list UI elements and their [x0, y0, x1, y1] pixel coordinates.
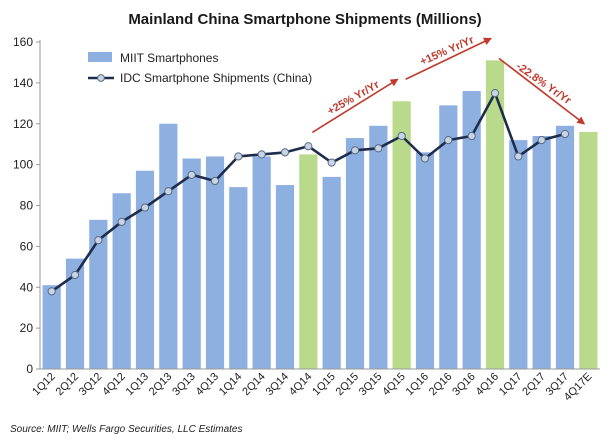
y-tick-label: 120 [13, 117, 33, 131]
annotation-label: +25% Yr/Yr [326, 78, 383, 117]
legend-marker-idc [97, 74, 105, 82]
x-tick-label: 3Q16 [450, 371, 478, 399]
y-tick-label: 160 [13, 35, 33, 49]
x-tick-label: 3Q14 [264, 371, 292, 399]
x-tick-label: 3Q12 [77, 371, 105, 399]
x-tick-label: 2Q17 [520, 371, 548, 399]
idc-point-3Q12 [94, 236, 103, 245]
idc-point-2Q15 [350, 146, 360, 155]
x-tick-label: 2Q16 [427, 371, 455, 399]
x-tick-label: 4Q16 [474, 371, 502, 399]
bar-2Q16 [439, 105, 458, 369]
bar-2Q15 [345, 138, 365, 369]
idc-point-4Q12 [117, 217, 126, 226]
idc-point-3Q17 [560, 129, 570, 139]
annotation-label: +15% Yr/Yr [418, 34, 476, 68]
x-tick-label: 1Q14 [217, 371, 245, 399]
annotation-arrow [311, 78, 399, 134]
source-note: Source: MIIT; Wells Fargo Securities, LL… [10, 424, 242, 435]
x-tick-label: 3Q13 [170, 371, 198, 399]
annotation-label: -22.8% Yr/Yr [514, 60, 574, 107]
legend-label-miit: MIIT Smartphones [120, 51, 218, 65]
bar-2Q17 [532, 136, 551, 369]
legend: MIIT Smartphones IDC Smartphone Shipments… [88, 51, 312, 85]
bar-1Q16 [415, 152, 435, 369]
idc-point-2Q13 [164, 187, 173, 196]
idc-point-1Q12 [47, 287, 56, 296]
x-tick-label: 4Q12 [100, 371, 128, 399]
bar-2Q13 [159, 123, 178, 369]
bar-3Q14 [275, 185, 295, 369]
x-tick-label: 3Q15 [357, 371, 385, 399]
annotation-arrow [405, 37, 492, 80]
idc-point-1Q14 [234, 152, 243, 161]
idc-point-3Q16 [467, 131, 476, 141]
y-tick-label: 80 [20, 199, 34, 213]
bar-4Q14 [299, 154, 318, 369]
idc-point-2Q17 [537, 136, 546, 145]
x-tick-label: 4Q15 [380, 371, 408, 399]
idc-point-2Q14 [257, 150, 266, 159]
idc-point-4Q13 [210, 176, 220, 186]
y-tick-label: 0 [26, 362, 33, 376]
chart-title: Mainland China Smartphone Shipments (Mil… [128, 11, 481, 28]
bar-3Q12 [89, 219, 108, 369]
x-tick-label: 1Q17 [497, 371, 525, 399]
bar-3Q16 [462, 91, 481, 370]
y-tick-label: 140 [13, 76, 33, 90]
legend-swatch-miit [88, 52, 112, 62]
x-tick-label: 1Q15 [310, 371, 338, 399]
y-tick-label: 100 [13, 158, 33, 172]
idc-point-3Q15 [374, 144, 383, 153]
bar-1Q15 [322, 176, 341, 369]
x-tick-label: 2Q15 [334, 371, 362, 399]
x-tick-label: 2Q12 [54, 371, 82, 399]
x-tick-label: 2Q13 [147, 371, 175, 399]
bar-3Q13 [182, 158, 201, 369]
bar-3Q17 [555, 125, 575, 369]
x-tick-label: 2Q14 [240, 371, 268, 399]
bar-group [42, 60, 598, 370]
bar-1Q13 [135, 170, 155, 369]
idc-point-1Q16 [420, 154, 430, 163]
idc-point-1Q13 [140, 203, 150, 212]
bar-3Q15 [369, 125, 388, 369]
x-tick-label: 4Q14 [287, 371, 315, 399]
x-tick-label: 1Q13 [124, 371, 152, 399]
legend-label-idc: IDC Smartphone Shipments (China) [120, 71, 312, 85]
idc-point-1Q15 [327, 158, 336, 167]
bar-4Q15 [392, 101, 411, 370]
bar-4Q12 [112, 193, 131, 369]
bar-2Q12 [65, 258, 85, 369]
idc-point-4Q16 [490, 88, 500, 98]
bar-4Q13 [205, 156, 225, 369]
y-tick-label: 60 [20, 239, 34, 253]
annotation-arrow [498, 57, 586, 125]
idc-point-1Q17 [514, 152, 523, 161]
y-tick-label: 40 [20, 280, 34, 294]
y-tick-label: 20 [20, 321, 34, 335]
idc-point-2Q16 [444, 136, 453, 145]
idc-point-3Q13 [187, 170, 196, 179]
bar-2Q14 [252, 156, 271, 369]
x-tick-label: 4Q13 [194, 371, 222, 399]
line-group [47, 88, 570, 296]
bar-1Q14 [229, 187, 248, 369]
bar-4Q16 [485, 60, 505, 370]
bar-1Q12 [42, 285, 61, 369]
idc-point-2Q12 [70, 270, 80, 280]
idc-point-4Q14 [304, 142, 313, 151]
x-tick-label: 1Q16 [404, 371, 432, 399]
x-tick-label: 1Q12 [30, 371, 58, 399]
idc-point-3Q14 [280, 148, 290, 157]
idc-point-4Q15 [397, 131, 406, 141]
bar-4Q17E [579, 131, 598, 369]
bar-1Q17 [509, 140, 528, 369]
